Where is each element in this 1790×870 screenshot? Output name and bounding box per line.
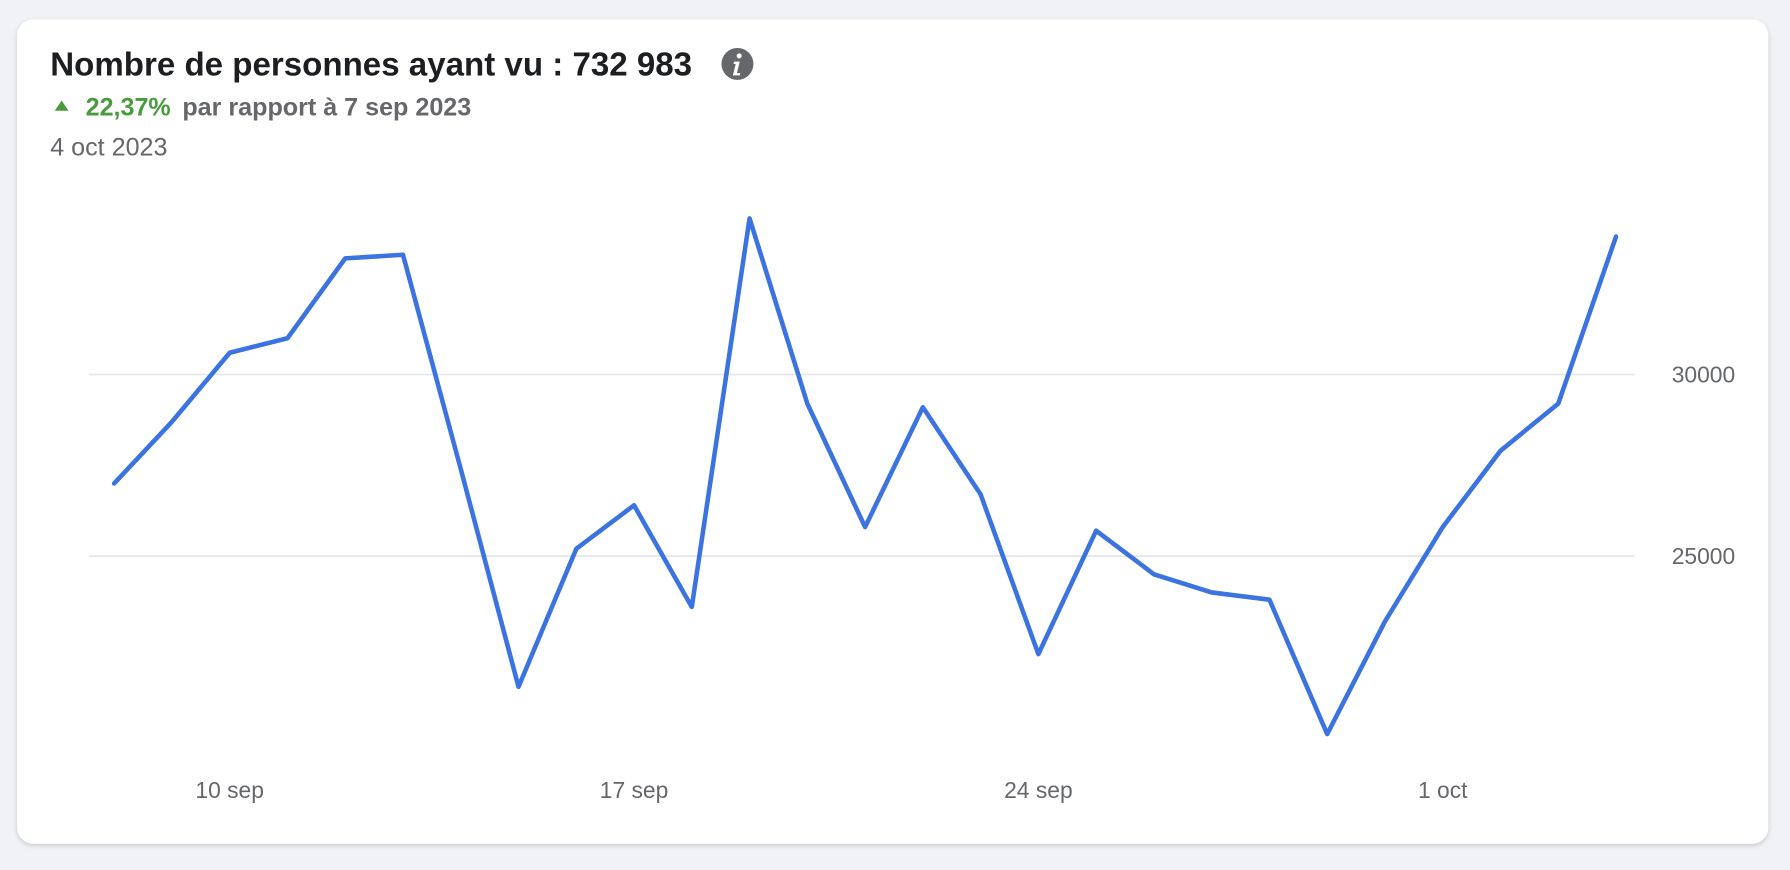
date: 4 oct 2023 [50, 133, 167, 161]
up-arrow [54, 100, 69, 111]
comparison: par rapport à 7 sep 2023 [182, 93, 471, 121]
line [111, 216, 1619, 737]
info-icon[interactable] [721, 47, 754, 80]
x-tick-label: 1 oct [1418, 777, 1468, 803]
y-tick-label: 30000 [1672, 362, 1735, 388]
y-tick-label: 25000 [1672, 543, 1735, 569]
card [17, 19, 1769, 844]
subtitle: 22,37% par rapport à 7 sep 2023 [86, 93, 472, 121]
change: 22,37% [86, 93, 171, 121]
x-tick-label: 10 sep [195, 777, 264, 803]
x-tick-label: 17 sep [600, 777, 669, 803]
x-tick-label: 24 sep [1004, 777, 1073, 803]
title: Nombre de personnes ayant vu : 732 983 [50, 46, 692, 83]
